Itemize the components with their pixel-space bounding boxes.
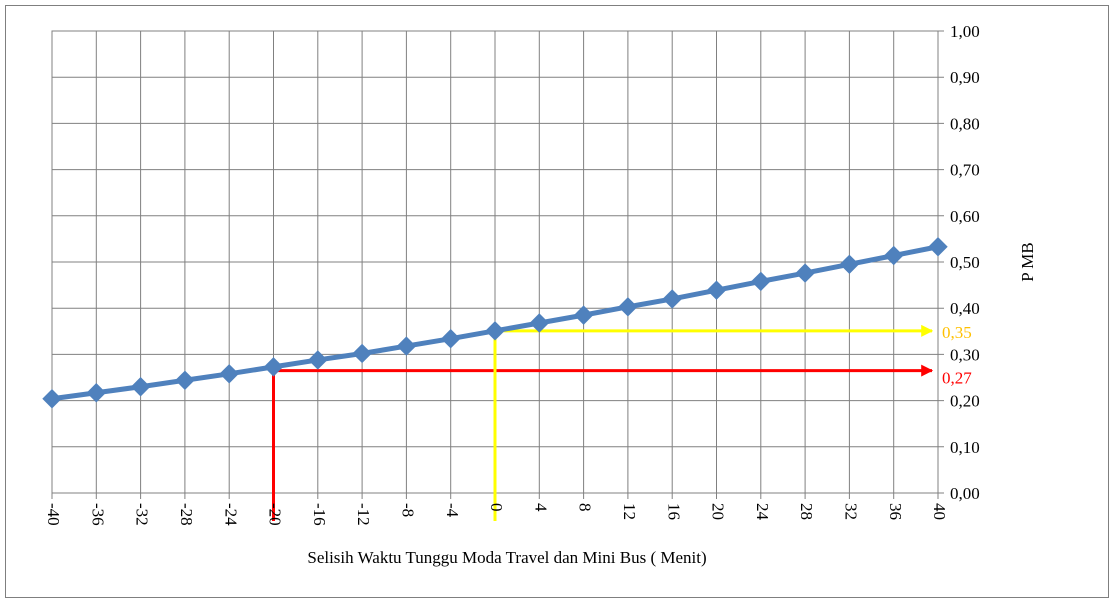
annotation-label: 0,35	[942, 323, 972, 342]
x-tick-label: 12	[620, 503, 639, 520]
x-tick-label: -20	[266, 503, 285, 526]
data-point-marker	[352, 343, 372, 364]
x-tick-label: 8	[576, 503, 595, 512]
line-chart: 0,270,35 -40 -36 -32 -28 -24 -20 -16 -12 -8 -4 0 4 8…	[42, 22, 1037, 567]
x-tick-label: 36	[886, 503, 905, 520]
data-point-marker	[529, 313, 550, 333]
y-tick-label: 0,00	[950, 484, 980, 503]
series	[42, 237, 948, 409]
x-tick-label: -8	[398, 503, 417, 517]
y-tick-label: 0,20	[950, 392, 980, 411]
x-tick-label: 40	[930, 503, 949, 520]
y-tick-label: 0,30	[950, 345, 980, 364]
x-tick-label: 20	[709, 503, 728, 520]
x-tick-label: -28	[177, 503, 196, 526]
data-point-marker	[751, 271, 771, 292]
x-tick-label: -4	[443, 503, 462, 518]
data-point-marker	[263, 357, 284, 377]
x-tick-label: 16	[664, 503, 683, 520]
x-tick-label: -32	[133, 503, 152, 526]
chart-area: 0,27 0,35 -40 -36 -32 -28 -24 -20 -16 -12 -8 -4 0 4 8…	[5, 5, 1109, 598]
y-tick-label: 0,40	[950, 299, 980, 318]
y-tick-labels: 0,00 0,10 0,20 0,30 0,40 0,50 0,60 0,70 0,80 0,90…	[950, 22, 980, 503]
data-point-marker	[883, 245, 904, 266]
data-point-marker	[86, 383, 107, 403]
annotation-label: 0,27	[942, 369, 972, 388]
data-point-marker	[396, 336, 417, 356]
x-tick-label: -40	[44, 503, 63, 526]
y-tick-label: 0,50	[950, 253, 980, 272]
x-tick-labels: -40 -36 -32 -28 -24 -20 -16 -12 -8 -4 0 4 8 12 16 20 24 2…	[44, 503, 949, 526]
data-point-marker	[706, 280, 727, 300]
x-tick-label: 24	[753, 503, 772, 521]
x-tick-label: 32	[841, 503, 860, 520]
data-point-marker	[662, 289, 682, 309]
y-tick-label: 0,80	[950, 114, 980, 133]
x-axis-title: Selisih Waktu Tunggu Moda Travel dan Min…	[307, 548, 706, 567]
x-tick-label: 28	[797, 503, 816, 520]
y-tick-label: 0,60	[950, 207, 980, 226]
data-point-marker	[308, 350, 328, 370]
data-point-marker	[175, 370, 195, 390]
y-tick-label: 0,10	[950, 438, 980, 457]
data-point-marker	[219, 364, 239, 384]
x-tick-label: 4	[531, 503, 550, 512]
y-axis-title: P MB	[1018, 242, 1037, 282]
x-tick-label: -24	[221, 503, 240, 526]
y-tick-label: 1,00	[950, 22, 980, 41]
data-point-marker	[795, 263, 815, 283]
data-point-marker	[130, 377, 151, 397]
annotations: 0,27 0,35	[272, 323, 972, 521]
data-point-marker	[573, 305, 594, 325]
data-point-marker	[928, 237, 948, 257]
data-point-marker	[42, 389, 62, 409]
x-tick-label: -36	[88, 503, 107, 526]
data-point-marker	[839, 254, 860, 275]
y-tick-label: 0,90	[950, 68, 980, 87]
x-tick-label: -16	[310, 503, 329, 526]
x-tick-label: 0	[487, 503, 506, 512]
data-point-marker	[618, 297, 638, 317]
data-point-marker	[440, 328, 461, 349]
x-tick-label: -12	[354, 503, 373, 526]
y-tick-label: 0,70	[950, 161, 980, 180]
data-point-marker	[485, 321, 505, 341]
